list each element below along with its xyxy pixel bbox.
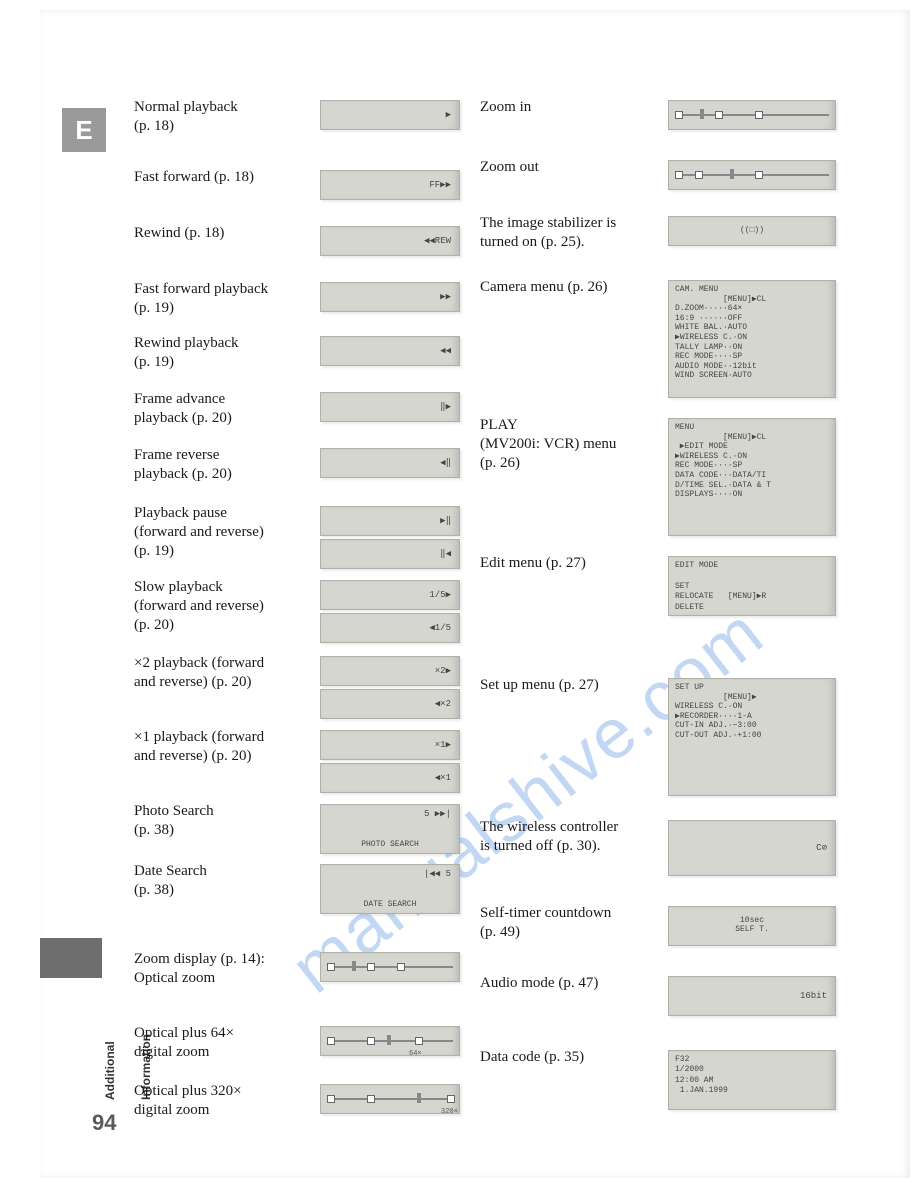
- display-row: ‖▶: [320, 392, 500, 422]
- lcd-display: ‖◀: [320, 539, 460, 569]
- item-description: Audio mode (p. 47): [480, 974, 660, 993]
- display-row: MENU [MENU]▶CL ▶EDIT MODE ▶WIRELESS C.·O…: [668, 418, 876, 536]
- item-description: The wireless controller is turned off (p…: [480, 818, 660, 856]
- display-row: ◀◀REW: [320, 226, 500, 256]
- display-row: ◀‖: [320, 448, 500, 478]
- item-description: Date Search (p. 38): [134, 862, 314, 900]
- zoom-slider-display: [668, 100, 836, 130]
- display-row: ▶‖‖◀: [320, 506, 500, 569]
- zoom-slider-display: 320×: [320, 1084, 460, 1114]
- item-description: Playback pause (forward and reverse) (p.…: [134, 504, 314, 560]
- display-row: 5 ▶▶|PHOTO SEARCH: [320, 804, 500, 854]
- item-description: Camera menu (p. 26): [480, 278, 660, 297]
- display-row: 64×: [320, 1026, 500, 1056]
- lcd-display: ◀◀: [320, 336, 460, 366]
- item-description: Self-timer countdown (p. 49): [480, 904, 660, 942]
- display-row: [320, 952, 500, 982]
- item-description: Normal playback (p. 18): [134, 98, 314, 136]
- lcd-display: 10sec SELF T.: [668, 906, 836, 946]
- lcd-display: ▶: [320, 100, 460, 130]
- display-row: ×1▶◀×1: [320, 730, 500, 793]
- lcd-display: ×1▶: [320, 730, 460, 760]
- lcd-display: ◀×2: [320, 689, 460, 719]
- menu-display: CAM. MENU [MENU]▶CL D.ZOOM·····64× 16:9 …: [668, 280, 836, 398]
- zoom-slider-display: [668, 160, 836, 190]
- lcd-display: C⊘: [668, 820, 836, 876]
- lcd-display: ◀1/5: [320, 613, 460, 643]
- item-description: Rewind (p. 18): [134, 224, 314, 243]
- item-description: The image stabilizer is turned on (p. 25…: [480, 214, 660, 252]
- item-description: Zoom out: [480, 158, 660, 177]
- display-row: F32 1/2000 12:00 AM 1.JAN.1999: [668, 1050, 876, 1110]
- lcd-display: ◀‖: [320, 448, 460, 478]
- lcd-display: |◀◀ 5DATE SEARCH: [320, 864, 460, 914]
- page-number: 94: [92, 1110, 116, 1136]
- menu-display: MENU [MENU]▶CL ▶EDIT MODE ▶WIRELESS C.·O…: [668, 418, 836, 536]
- lcd-display: ▶‖: [320, 506, 460, 536]
- display-row: |◀◀ 5DATE SEARCH: [320, 864, 500, 914]
- item-description: ×2 playback (forward and reverse) (p. 20…: [134, 654, 314, 692]
- lcd-display: ◀◀REW: [320, 226, 460, 256]
- display-row: CAM. MENU [MENU]▶CL D.ZOOM·····64× 16:9 …: [668, 280, 876, 398]
- item-description: Optical plus 320× digital zoom: [134, 1082, 314, 1120]
- display-row: FF▶▶: [320, 170, 500, 200]
- display-row: ×2▶◀×2: [320, 656, 500, 719]
- item-description: Fast forward (p. 18): [134, 168, 314, 187]
- lcd-display: FF▶▶: [320, 170, 460, 200]
- item-description: Zoom display (p. 14): Optical zoom: [134, 950, 314, 988]
- display-row: SET UP [MENU]▶ WIRELESS C.·ON ▶RECORDER·…: [668, 678, 876, 796]
- zoom-slider-display: 64×: [320, 1026, 460, 1056]
- zoom-slider-display: [320, 952, 460, 982]
- display-row: ((□)): [668, 216, 876, 246]
- display-row: 16bit: [668, 976, 876, 1016]
- display-row: 320×: [320, 1084, 500, 1114]
- lcd-display: 1/5▶: [320, 580, 460, 610]
- side-label: Additional Information: [80, 1000, 100, 1100]
- item-description: ×1 playback (forward and reverse) (p. 20…: [134, 728, 314, 766]
- manual-page: E Additional Information 94 manualshive.…: [40, 10, 910, 1178]
- item-description: Edit menu (p. 27): [480, 554, 660, 573]
- item-description: Photo Search (p. 38): [134, 802, 314, 840]
- item-description: Frame advance playback (p. 20): [134, 390, 314, 428]
- lcd-display: 16bit: [668, 976, 836, 1016]
- item-description: Data code (p. 35): [480, 1048, 660, 1067]
- side-tab: [40, 938, 102, 978]
- display-row: EDIT MODE SET RELOCATE [MENU]▶R DELETE: [668, 556, 876, 616]
- item-description: Optical plus 64× digital zoom: [134, 1024, 314, 1062]
- item-description: Frame reverse playback (p. 20): [134, 446, 314, 484]
- item-description: Zoom in: [480, 98, 660, 117]
- menu-display: F32 1/2000 12:00 AM 1.JAN.1999: [668, 1050, 836, 1110]
- display-row: ◀◀: [320, 336, 500, 366]
- side-label-line1: Additional: [104, 1000, 116, 1100]
- display-row: 1/5▶◀1/5: [320, 580, 500, 643]
- item-description: Set up menu (p. 27): [480, 676, 660, 695]
- item-description: Slow playback (forward and reverse) (p. …: [134, 578, 314, 634]
- item-description: PLAY (MV200i: VCR) menu (p. 26): [480, 416, 660, 472]
- lcd-display: 5 ▶▶|PHOTO SEARCH: [320, 804, 460, 854]
- menu-display: SET UP [MENU]▶ WIRELESS C.·ON ▶RECORDER·…: [668, 678, 836, 796]
- display-row: 10sec SELF T.: [668, 906, 876, 946]
- display-row: [668, 100, 876, 130]
- display-row: C⊘: [668, 820, 876, 876]
- menu-display: EDIT MODE SET RELOCATE [MENU]▶R DELETE: [668, 556, 836, 616]
- display-row: ▶: [320, 100, 500, 130]
- lcd-display: ▶▶: [320, 282, 460, 312]
- lcd-display: ((□)): [668, 216, 836, 246]
- lcd-display: ×2▶: [320, 656, 460, 686]
- item-description: Fast forward playback (p. 19): [134, 280, 314, 318]
- display-row: ▶▶: [320, 282, 500, 312]
- item-description: Rewind playback (p. 19): [134, 334, 314, 372]
- lcd-display: ◀×1: [320, 763, 460, 793]
- section-tab-e: E: [62, 108, 106, 152]
- display-row: [668, 160, 876, 190]
- lcd-display: ‖▶: [320, 392, 460, 422]
